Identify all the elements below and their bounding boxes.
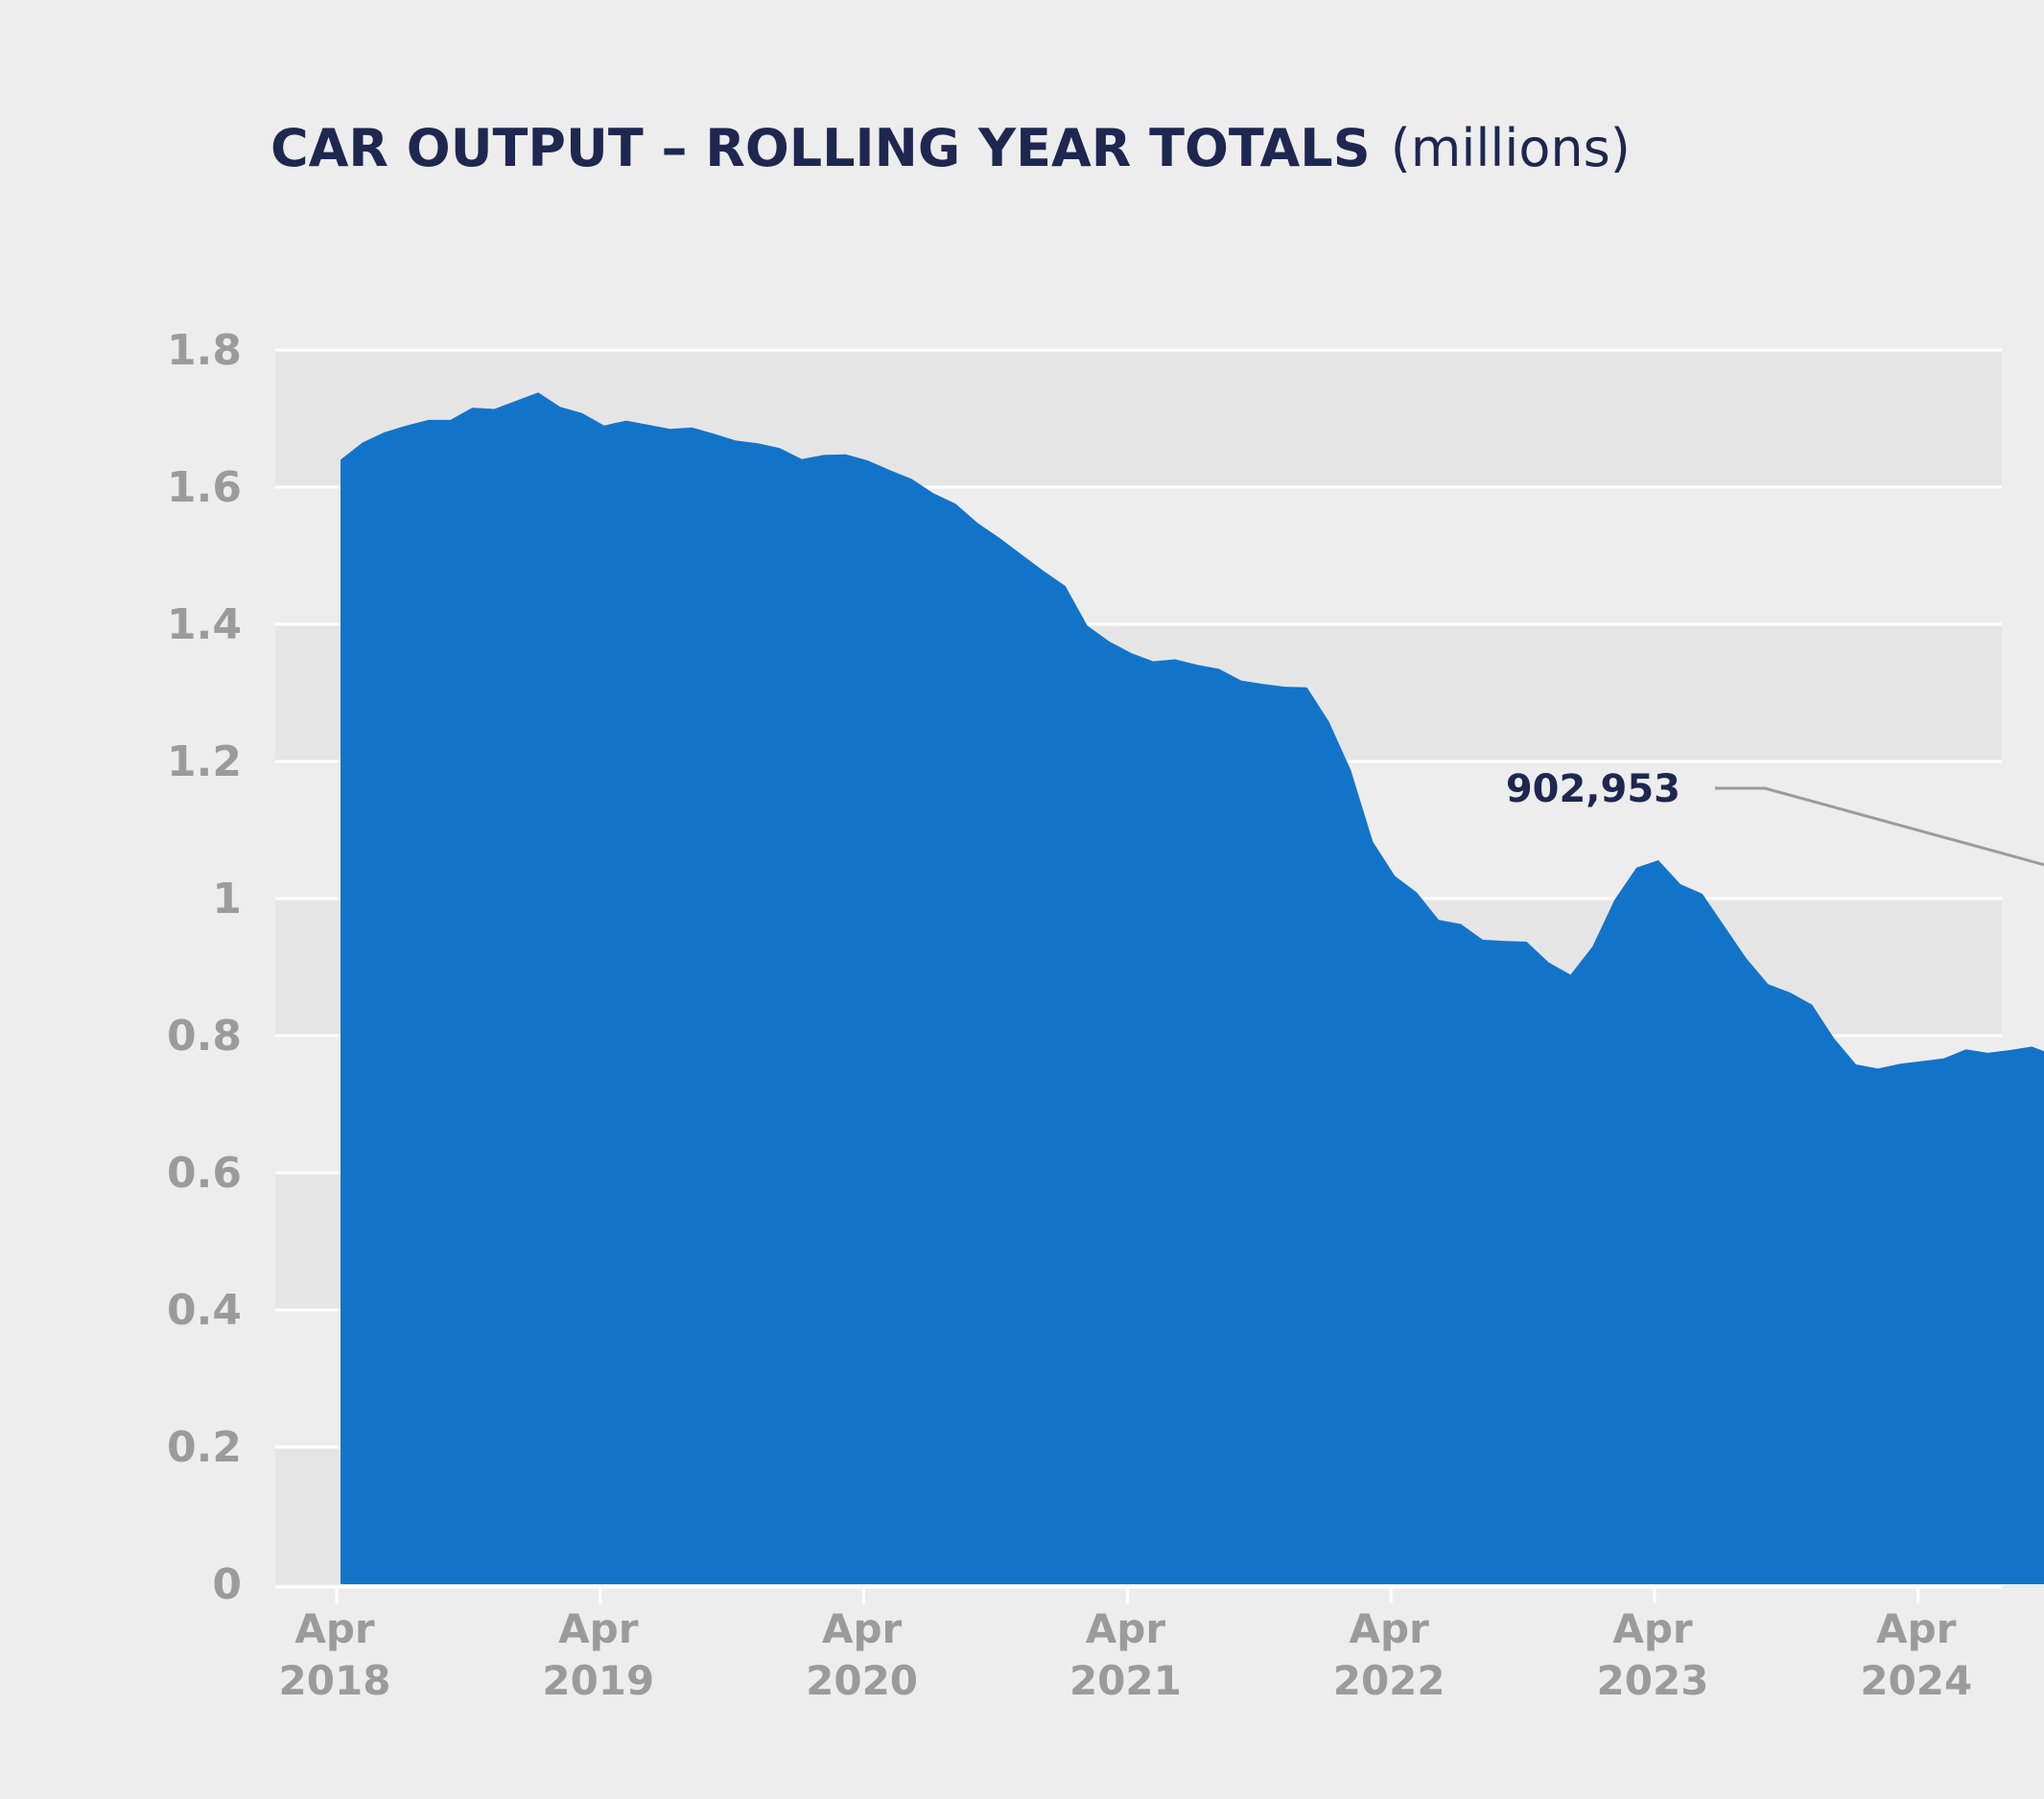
chart-title: CAR OUTPUT – ROLLING YEAR TOTALS (millio…	[270, 118, 1631, 178]
x-tick-label-year: 2024	[1860, 1657, 1972, 1704]
x-axis-tick-marks	[335, 1587, 1920, 1603]
y-tick-label: 0.8	[167, 1012, 242, 1061]
x-tick-label-month: Apr	[558, 1605, 639, 1652]
y-tick-label: 1.2	[167, 737, 242, 786]
x-tick-label-month: Apr	[1350, 1605, 1430, 1652]
y-tick-label: 0.4	[167, 1286, 242, 1335]
annotation-label: 902,953	[1506, 767, 1680, 811]
y-tick-label: 0.2	[167, 1423, 242, 1472]
x-axis-tick-labels: Apr 2018 Apr 2019 Apr 2020 Apr 2021 Apr 2022 Apr 20…	[279, 1605, 1973, 1704]
x-tick-label-month: Apr	[1086, 1605, 1166, 1652]
x-tick-label-month: Apr	[294, 1605, 375, 1652]
y-tick-label: 1.6	[167, 463, 242, 512]
annotation: 902,953	[1506, 767, 2044, 867]
x-tick-label-month: Apr	[1612, 1605, 1693, 1652]
annotation-leader-line	[1715, 786, 2044, 867]
x-tick-label-year: 2023	[1597, 1657, 1709, 1704]
y-axis-tick-labels: 0 0.2 0.4 0.6 0.8 1 1.2 1.4 1.6 1.8	[167, 326, 242, 1609]
y-tick-label: 0.6	[167, 1149, 242, 1198]
x-tick-label-year: 2022	[1333, 1657, 1445, 1704]
chart-title-unit: (millions)	[1391, 118, 1631, 178]
y-tick-label: 1.8	[167, 326, 242, 375]
chart-title-main: CAR OUTPUT – ROLLING YEAR TOTALS	[270, 118, 1371, 178]
x-tick-label-month: Apr	[1876, 1605, 1957, 1652]
x-tick-label-year: 2018	[279, 1657, 391, 1704]
y-tick-label: 1.4	[167, 600, 242, 649]
x-tick-label-year: 2019	[542, 1657, 654, 1704]
y-tick-label: 1	[212, 875, 242, 923]
x-tick-label-month: Apr	[822, 1605, 903, 1652]
x-tick-label-year: 2021	[1069, 1657, 1182, 1704]
y-tick-label: 0	[212, 1560, 242, 1609]
x-tick-label-year: 2020	[806, 1657, 918, 1704]
area-series	[341, 392, 2044, 1584]
